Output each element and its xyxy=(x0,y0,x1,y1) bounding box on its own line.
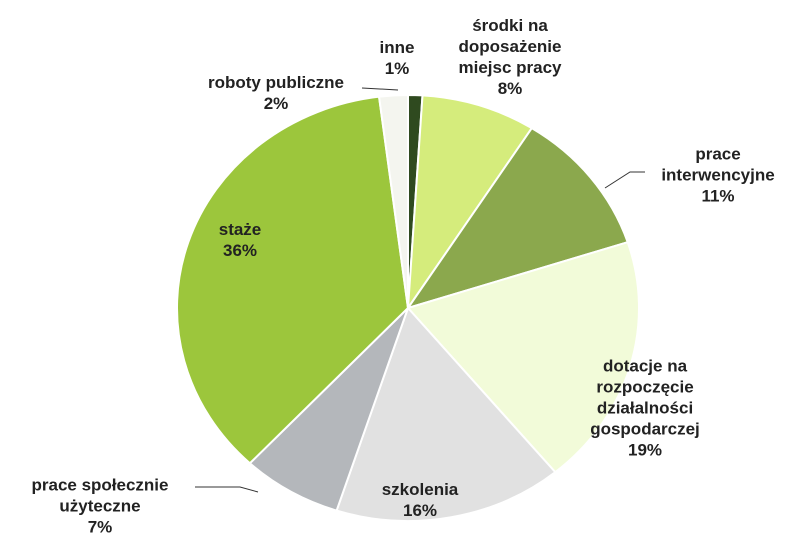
slices xyxy=(176,93,640,522)
slice-label: prace interwencyjne 11% xyxy=(648,144,788,207)
category-name: roboty publiczne xyxy=(208,73,344,92)
value-label: 11% xyxy=(701,186,735,206)
leader-line xyxy=(195,486,259,493)
category-name: prace interwencyjne xyxy=(661,144,775,185)
pie-slice xyxy=(335,306,557,522)
pie-slice xyxy=(176,95,410,465)
pie-slice xyxy=(248,307,409,512)
slice-label: inne 1% xyxy=(362,37,432,79)
leader-line xyxy=(604,171,645,189)
slice-label: prace społecznie użyteczne 7% xyxy=(0,475,200,535)
pie-slice xyxy=(406,94,534,312)
pie-slice xyxy=(377,93,409,309)
slice-label: szkolenia 16% xyxy=(350,479,490,521)
value-label: 36% xyxy=(222,241,258,260)
category-name: prace społecznie użyteczne xyxy=(31,475,169,516)
value-label: 7% xyxy=(87,517,113,535)
slice-label: dotacje na rozpoczęcie działalności gosp… xyxy=(565,356,725,461)
category-name: środki na doposażenie miejsc pracy xyxy=(458,16,562,77)
leader-line xyxy=(361,87,399,91)
pie-slice xyxy=(405,126,629,310)
value-label: 16% xyxy=(402,501,438,520)
category-name: staże xyxy=(218,220,262,239)
value-label: 1% xyxy=(384,59,410,78)
slice-label: środki na doposażenie miejsc pracy 8% xyxy=(440,15,580,99)
category-name: dotacje na rozpoczęcie działalności gosp… xyxy=(590,356,700,439)
category-name: szkolenia xyxy=(381,480,459,499)
category-name: inne xyxy=(379,38,415,57)
value-label: 19% xyxy=(627,440,663,460)
pie-slice xyxy=(406,240,640,474)
slice-label: staże 36% xyxy=(180,219,300,261)
value-label: 8% xyxy=(497,79,523,98)
slice-label: roboty publiczne 2% xyxy=(166,72,386,114)
value-label: 2% xyxy=(263,94,289,113)
